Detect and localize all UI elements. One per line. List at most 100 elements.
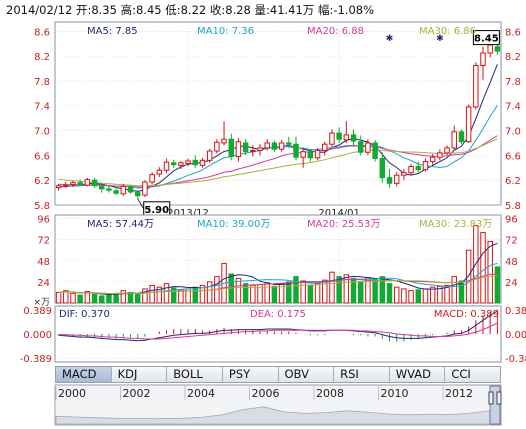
timeline-scroller[interactable]: 2000 2002 2004 2006 2008 2010 2012 (0, 384, 526, 429)
price-tick-left: 6.6 (34, 151, 50, 162)
volume-tick-left: 72 (37, 236, 50, 247)
timeline-handle-left[interactable] (488, 391, 494, 405)
candle (228, 133, 234, 161)
candle (63, 182, 69, 189)
candle (429, 154, 436, 165)
candle-body (401, 172, 407, 176)
candle (386, 169, 393, 188)
volume-bar (271, 285, 278, 304)
macd-dea-line (58, 322, 498, 340)
candle-body (379, 157, 386, 179)
candle (170, 159, 177, 168)
candle-body (106, 188, 112, 191)
candle-body (322, 143, 328, 151)
macd-legend-dea: DEA: 0.175 (250, 309, 306, 320)
candle (379, 152, 386, 183)
macd-legend-dif: DIF: 0.370 (59, 309, 110, 320)
candle (257, 144, 263, 156)
candle (192, 155, 199, 168)
candle (250, 145, 256, 157)
candle-body (178, 162, 184, 166)
candle-body (357, 141, 364, 153)
price-tick-left: 6.2 (34, 176, 50, 187)
candle-body (127, 185, 134, 193)
candle (99, 183, 105, 193)
volume-bar (494, 266, 501, 304)
tab-macd[interactable]: MACD (56, 367, 112, 382)
volume-bar (444, 284, 450, 304)
price-legend-ma20: MA20: 6.88 (307, 26, 364, 37)
candle (357, 135, 364, 156)
candle (271, 140, 278, 153)
candle (473, 62, 479, 110)
tab-rsi[interactable]: RSI (334, 367, 390, 382)
candle (343, 121, 350, 143)
candle (185, 158, 191, 166)
price-tick-left: 8.6 (34, 27, 50, 38)
volume-bar (127, 291, 134, 304)
price-legend-ma10: MA10: 7.36 (197, 26, 254, 37)
candle (142, 180, 148, 197)
quote-date: 2014/02/12 (6, 3, 73, 17)
candle (113, 187, 119, 196)
quote-open: 开:8.35 (75, 3, 117, 17)
candle-body (214, 141, 220, 152)
volume-bar (55, 291, 62, 304)
candle-body (84, 179, 91, 186)
high-price-label: 8.45 (474, 34, 499, 45)
volume-bar (84, 291, 91, 304)
tab-cci[interactable]: CCI (451, 367, 471, 381)
tab-boll[interactable]: BOLL (167, 367, 223, 382)
candle (336, 127, 342, 143)
tab-obv[interactable]: OBV (279, 367, 335, 382)
volume-bar (451, 276, 457, 304)
price-tick-right: 8.6 (505, 27, 521, 38)
candle-body (91, 179, 98, 187)
candle (365, 139, 371, 156)
candle-body (70, 182, 76, 186)
candle-body (134, 192, 141, 197)
candle (221, 121, 227, 146)
candle-body (185, 160, 191, 164)
candle (120, 183, 127, 196)
timeline-handle-right[interactable] (496, 391, 502, 405)
price-tick-left: 7.8 (34, 77, 50, 88)
date-tick-label: 2013/12 (167, 208, 209, 219)
quote-change: 幅:-1.08% (317, 3, 375, 17)
macd-tick-left: 0.000 (23, 330, 52, 341)
volume-bar (99, 295, 105, 304)
date-tick-label: 2014/01 (318, 208, 360, 219)
candle-body (235, 141, 242, 158)
volume-bar (401, 288, 407, 304)
candle (199, 157, 206, 168)
tab-wvad[interactable]: WVAD (390, 367, 446, 382)
candle (264, 139, 270, 151)
volume-bar (458, 280, 465, 304)
price-tick-left: 7.4 (34, 102, 50, 113)
candle-body (408, 166, 414, 174)
volume-unit-label: ×万 (33, 298, 50, 308)
volume-bar (178, 289, 184, 304)
candle-body (437, 152, 443, 158)
volume-bar (480, 232, 486, 304)
quote-close: 收:8.28 (209, 3, 251, 17)
volume-tick-left: 24 (37, 278, 50, 289)
macd-legend-macd: MACD: 0.389 (434, 309, 499, 320)
volume-panel (54, 214, 502, 304)
price-tick-right: 7.4 (505, 102, 521, 113)
timeline-year-label: 2004 (187, 387, 215, 400)
stock-chart[interactable]: 8.6 8.6 8.2 8.2 7.8 7.8 7.4 7.4 7.0 7.0 6.6 6.6 6.2 6… (0, 0, 526, 365)
volume-bar (149, 284, 155, 304)
candle-body (264, 142, 270, 149)
timeline-year-label: 2010 (381, 387, 409, 400)
tab-kdj[interactable]: KDJ (112, 367, 168, 382)
tab-psy[interactable]: PSY (223, 367, 279, 382)
candle-body (307, 151, 314, 159)
volume-bar (250, 284, 256, 304)
candle-body (278, 142, 285, 150)
ma30-line (58, 138, 498, 187)
candle (480, 46, 486, 80)
volume-bar (77, 294, 83, 304)
candle (235, 138, 242, 162)
volume-tick-left: 48 (37, 257, 50, 268)
